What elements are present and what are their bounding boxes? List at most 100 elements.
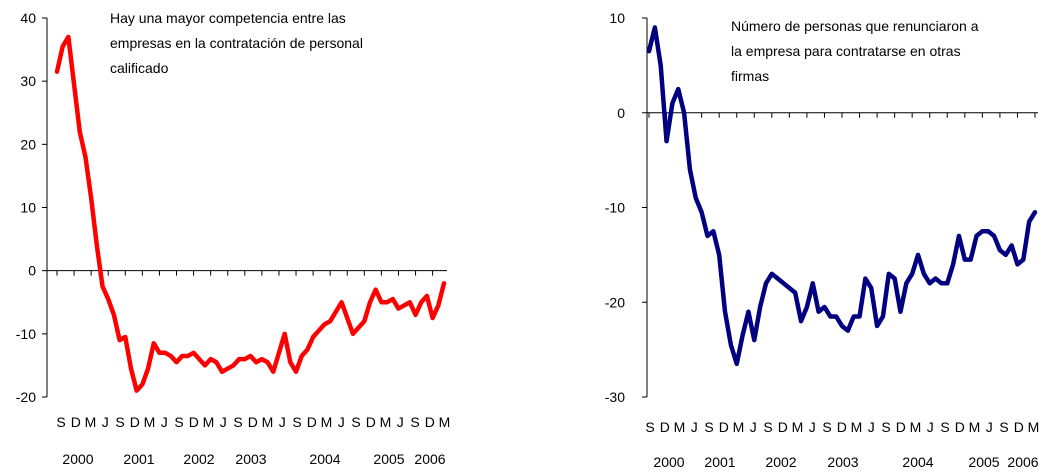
year-label: 2006 — [414, 451, 445, 467]
data-point — [659, 64, 662, 67]
data-point — [101, 285, 104, 288]
data-point — [688, 168, 692, 171]
data-point — [192, 351, 195, 354]
month-label: D — [248, 414, 258, 430]
data-point — [306, 348, 309, 351]
series-line — [54, 34, 447, 393]
month-label: D — [719, 419, 729, 435]
month-label: J — [868, 419, 875, 435]
year-label: 2006 — [1007, 454, 1038, 470]
month-label: S — [822, 419, 831, 435]
data-point — [741, 334, 744, 337]
data-point — [334, 310, 338, 313]
month-label: S — [56, 414, 65, 430]
data-point — [753, 338, 756, 342]
data-point — [817, 310, 820, 313]
data-point — [402, 304, 406, 307]
data-point — [875, 324, 879, 328]
data-point — [957, 234, 961, 238]
data-point — [84, 155, 87, 159]
y-tick-label: -20 — [16, 389, 36, 405]
month-label: M — [203, 414, 215, 430]
data-point — [1004, 253, 1007, 257]
data-point — [735, 362, 738, 366]
data-point — [1016, 263, 1019, 266]
data-point — [981, 229, 984, 233]
data-point — [653, 26, 657, 29]
month-label: S — [763, 419, 772, 435]
month-label: D — [366, 414, 376, 430]
data-point — [169, 354, 173, 358]
data-point — [294, 370, 298, 373]
y-tick-label: -10 — [16, 326, 36, 342]
year-label: 2004 — [902, 454, 933, 470]
data-point — [840, 324, 844, 328]
year-label: 2001 — [704, 454, 735, 470]
data-point — [277, 351, 281, 354]
data-point — [141, 383, 144, 386]
data-point — [700, 211, 703, 214]
month-label: D — [425, 414, 435, 430]
month-label: M — [733, 419, 745, 435]
data-point — [928, 282, 931, 285]
month-label: S — [233, 414, 242, 430]
data-point — [351, 332, 355, 336]
y-tick-label: 0 — [28, 263, 36, 279]
data-point — [1027, 220, 1031, 223]
month-label: S — [704, 419, 713, 435]
data-point — [694, 196, 697, 200]
data-point — [899, 310, 902, 313]
series-line — [646, 25, 1038, 367]
data-point — [283, 332, 286, 336]
month-label: J — [691, 419, 698, 435]
year-label: 2003 — [235, 451, 266, 467]
data-point — [823, 305, 826, 309]
month-label: M — [851, 419, 863, 435]
data-point — [420, 301, 423, 304]
data-point — [1033, 211, 1037, 214]
month-label: D — [955, 419, 965, 435]
y-tick-label: 20 — [20, 136, 36, 152]
month-label: S — [351, 414, 360, 430]
month-label: M — [144, 414, 156, 430]
data-point — [72, 83, 76, 86]
year-label: 2000 — [653, 454, 684, 470]
data-point — [380, 301, 383, 304]
data-point — [175, 361, 178, 364]
data-point — [152, 342, 155, 345]
month-label: M — [969, 419, 981, 435]
data-point — [431, 316, 434, 320]
month-label: J — [279, 414, 286, 430]
month-label: S — [410, 414, 419, 430]
data-point — [717, 253, 721, 257]
month-label: S — [940, 419, 949, 435]
month-label: D — [837, 419, 847, 435]
month-label: M — [321, 414, 333, 430]
data-point — [764, 282, 768, 285]
data-point — [243, 357, 247, 361]
data-point — [811, 282, 814, 285]
month-label: S — [881, 419, 890, 435]
data-point — [328, 320, 332, 323]
data-point — [323, 323, 326, 326]
data-point — [677, 87, 680, 91]
data-point — [881, 315, 885, 318]
chart-annotation-line: Hay una mayor competencia entre las — [110, 10, 346, 26]
data-point — [107, 297, 110, 301]
data-point — [135, 389, 138, 392]
data-point — [346, 316, 349, 320]
data-point — [770, 272, 774, 276]
y-tick-label: -10 — [605, 200, 625, 216]
data-point — [1010, 244, 1013, 247]
chart-annotation-line: firmas — [731, 68, 769, 84]
year-label: 2000 — [62, 451, 93, 467]
data-point — [363, 320, 366, 323]
data-point — [209, 357, 212, 361]
month-label: M — [910, 419, 922, 435]
data-point — [799, 320, 803, 323]
year-label: 2002 — [183, 451, 214, 467]
data-point — [975, 234, 978, 238]
data-point — [723, 310, 727, 313]
